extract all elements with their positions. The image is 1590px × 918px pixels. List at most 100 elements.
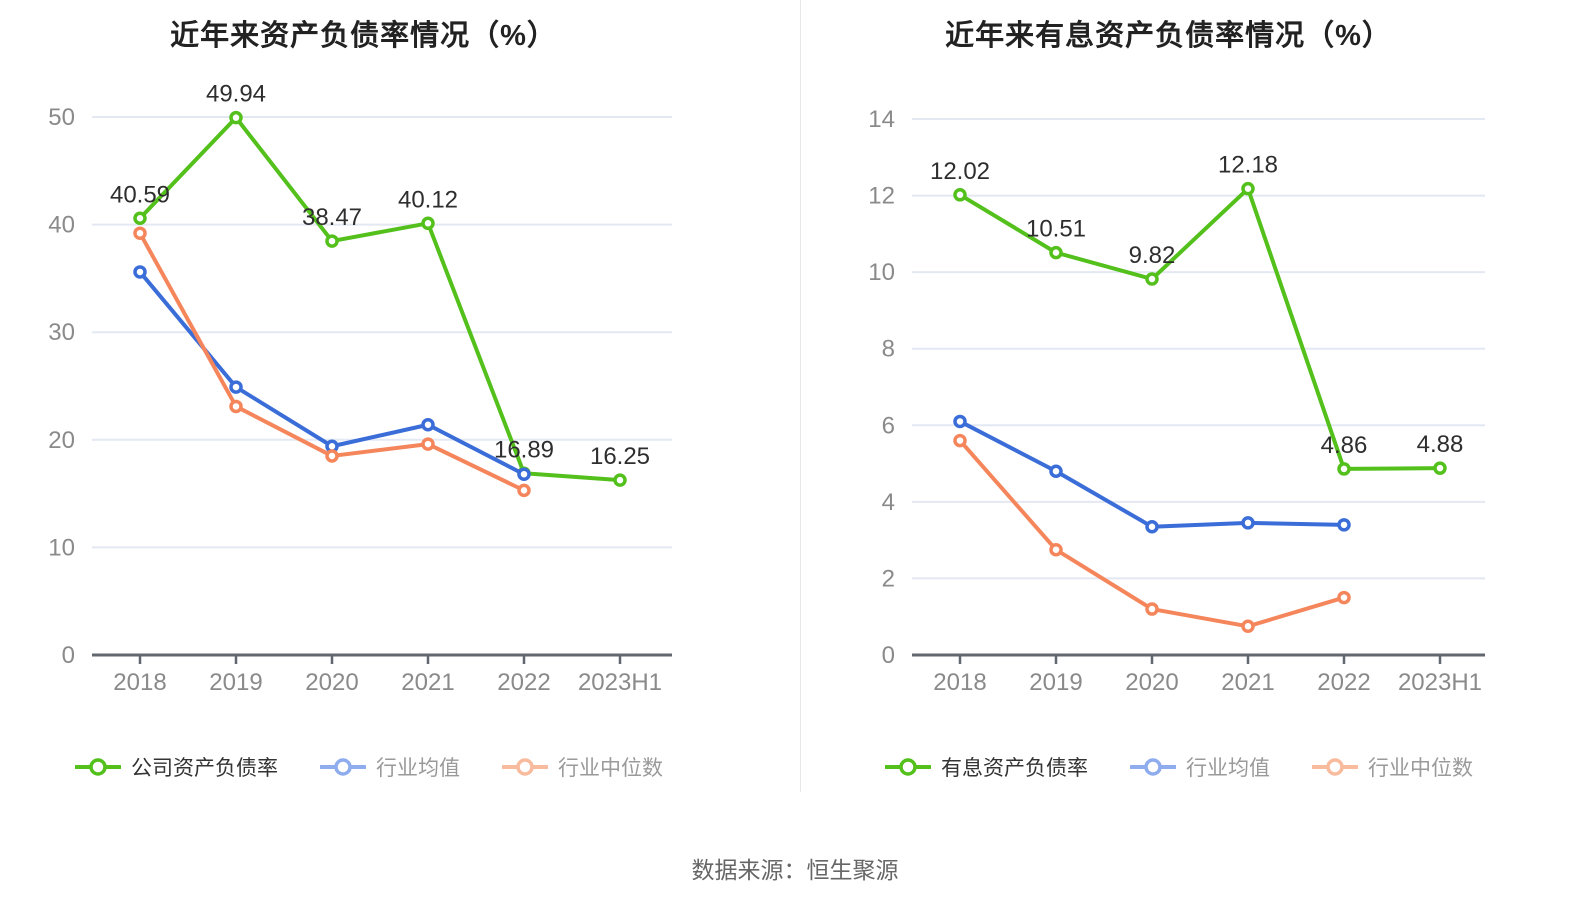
data-point-marker [1049,245,1063,260]
data-point-marker [517,483,531,498]
x-axis-tick-label: 2022 [1317,669,1370,696]
data-label: 12.18 [1218,152,1278,179]
line-marker-icon [885,758,931,776]
x-axis-tick-label: 2023H1 [1398,669,1482,696]
legend: 有息资产负债率 行业均值 行业中位数 [885,752,1473,782]
y-axis-tick-label: 0 [62,642,75,669]
y-axis-tick-label: 20 [48,427,75,454]
y-axis-tick-label: 4 [882,489,895,516]
legend-ring [334,758,352,776]
data-point-marker [1241,619,1255,634]
data-point-marker [517,467,531,481]
line-chart-canvas: 0 10 20 30 40 50 2018 2019 2020 2021 2022 2023H1 40.… [48,81,672,696]
line-marker-icon [1130,758,1176,776]
legend-item-industry-median[interactable]: 行业中位数 [502,752,663,782]
data-point-marker [1433,461,1447,475]
x-axis-tick-label: 2021 [1221,669,1274,696]
line-marker-icon [1312,758,1358,776]
interest-bearing-ratio-chart: 0 2 4 6 8 10 12 14 2018 2019 2020 2021 2022 2023H1 12.… [795,0,1590,810]
data-point-marker [953,433,967,448]
data-label: 12.02 [930,158,990,185]
data-point-marker [1241,181,1255,196]
data-label: 10.51 [1026,216,1086,243]
line-chart-canvas: 0 2 4 6 8 10 12 14 2018 2019 2020 2021 2022 2023H1 12.… [868,106,1485,696]
data-label: 9.82 [1129,242,1176,269]
data-label: 4.86 [1321,432,1368,459]
data-point-marker [1337,590,1351,605]
legend-label: 行业中位数 [558,757,663,780]
y-axis-tick-label: 8 [882,336,895,363]
legend-ring [516,758,534,776]
legend-ring [89,758,107,776]
x-axis-tick-label: 2019 [1029,669,1082,696]
series-line [138,115,622,483]
x-axis-tick-label: 2022 [497,669,550,696]
legend-item-industry-mean[interactable]: 行业均值 [320,752,460,782]
data-point-marker [421,417,435,432]
legend-label: 行业均值 [1186,757,1270,780]
data-point-marker [325,449,339,463]
x-axis-tick-label: 2019 [209,669,262,696]
data-point-marker [133,211,147,226]
data-point-marker [421,216,435,231]
data-point-marker [421,437,435,451]
data-source-note: 数据来源：恒生聚源 [691,857,899,883]
legend-item-industry-mean[interactable]: 行业均值 [1130,752,1270,782]
y-axis-tick-label: 10 [868,259,895,286]
data-label: 49.94 [206,81,266,108]
line-marker-icon [75,758,121,776]
data-label: 38.47 [302,204,362,231]
x-axis-tick-label: 2018 [933,669,986,696]
x-axis-tick-label: 2021 [401,669,454,696]
legend-label: 公司资产负债率 [131,757,278,780]
legend-ring [1326,758,1344,776]
data-label: 16.25 [590,443,650,470]
y-axis-tick-label: 50 [48,104,75,131]
data-label: 40.59 [110,181,170,208]
legend-item-interest-ratio[interactable]: 有息资产负债率 [885,752,1088,782]
panel-divider [800,0,801,792]
series-line [958,419,1346,529]
asset-liability-ratio-chart: 0 10 20 30 40 50 2018 2019 2020 2021 2022 2023H1 40.… [0,0,795,810]
legend-label: 行业中位数 [1368,757,1473,780]
legend-label: 行业均值 [376,757,460,780]
y-axis-tick-label: 30 [48,319,75,346]
data-point-marker [1145,519,1159,534]
legend: 公司资产负债率 行业均值 行业中位数 [75,752,663,782]
line-marker-icon [502,758,548,776]
data-point-marker [229,399,243,414]
x-axis-tick-label: 2018 [113,669,166,696]
chart-title: 近年来有息资产负债率情况（%） [945,20,1392,52]
y-axis-tick-label: 40 [48,212,75,239]
data-label: 40.12 [398,186,458,213]
data-point-marker [325,234,339,248]
legend-item-company-ratio[interactable]: 公司资产负债率 [75,752,278,782]
chart-title: 近年来资产负债率情况（%） [170,20,557,52]
x-axis-tick-label: 2020 [1125,669,1178,696]
y-axis-tick-label: 12 [868,183,895,210]
data-point-marker [953,188,967,202]
data-point-marker [1049,542,1063,557]
data-point-marker [133,265,147,279]
data-point-marker [1145,602,1159,616]
data-point-marker [1241,516,1255,530]
line-marker-icon [320,758,366,776]
legend-ring [899,758,917,776]
data-point-marker [1337,462,1351,476]
x-axis-tick-label: 2023H1 [578,669,662,696]
legend-item-industry-median[interactable]: 行业中位数 [1312,752,1473,782]
data-point-marker [133,226,147,240]
data-point-marker [1049,464,1063,478]
legend-ring [1144,758,1162,776]
data-point-marker [953,414,967,429]
y-axis-tick-label: 6 [882,412,895,439]
legend-label: 有息资产负债率 [941,757,1088,780]
data-point-marker [1145,272,1159,286]
y-axis-tick-label: 2 [882,565,895,592]
data-label: 16.89 [494,436,554,463]
series-line [958,186,1442,471]
y-axis-tick-label: 10 [48,534,75,561]
data-point-marker [1337,518,1351,532]
y-axis-tick-label: 0 [882,642,895,669]
